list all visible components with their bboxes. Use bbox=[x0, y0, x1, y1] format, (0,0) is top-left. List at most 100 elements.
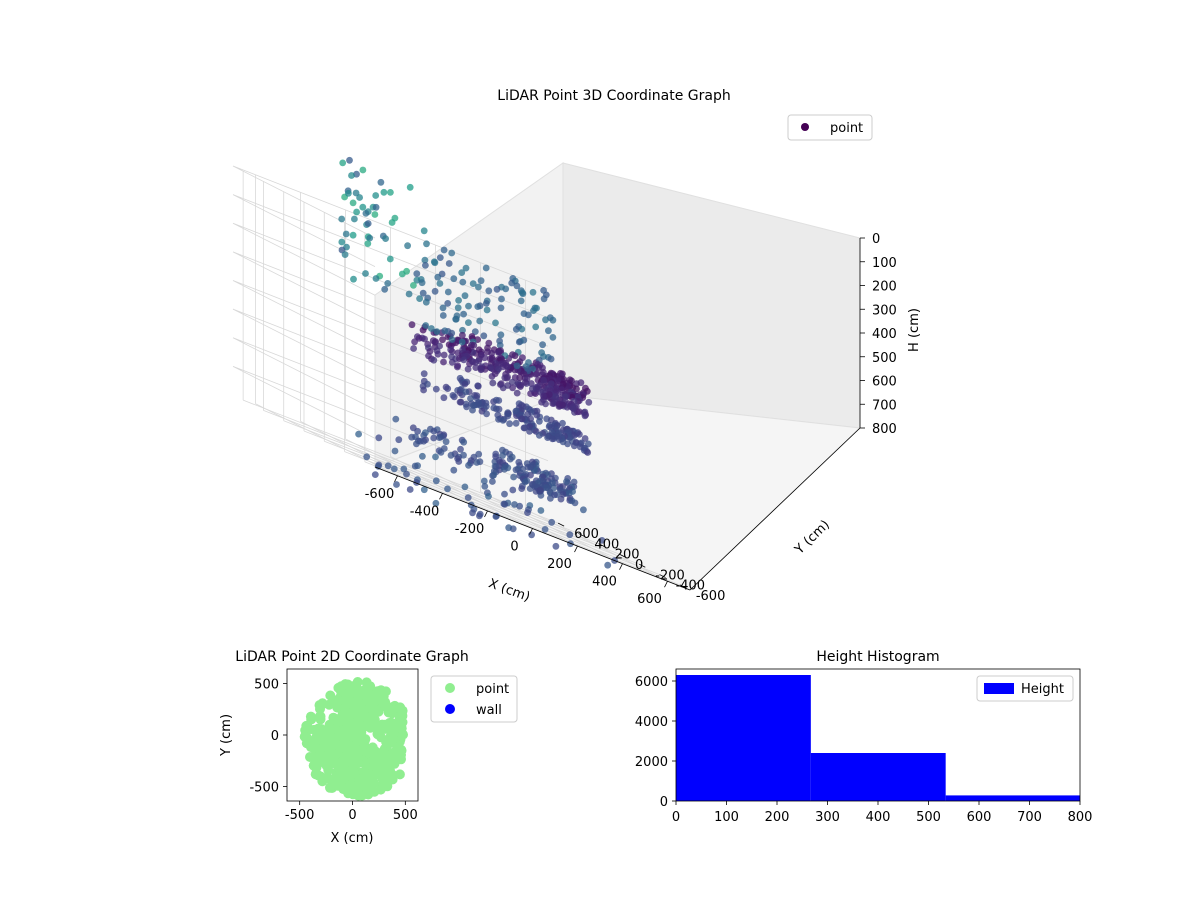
point-3d bbox=[410, 345, 417, 352]
point-3d bbox=[549, 435, 556, 443]
point-3d bbox=[528, 531, 535, 539]
points-3d bbox=[338, 156, 618, 569]
point-3d bbox=[380, 188, 388, 196]
point-3d bbox=[420, 227, 428, 235]
point-2d bbox=[387, 734, 398, 745]
point-3d bbox=[475, 357, 483, 365]
point-3d bbox=[537, 507, 545, 514]
point-3d bbox=[469, 280, 477, 287]
point-2d bbox=[378, 751, 389, 762]
point-3d bbox=[458, 269, 466, 276]
point-3d bbox=[406, 183, 414, 191]
point-3d bbox=[411, 462, 419, 470]
y-tick-label-2d: 500 bbox=[254, 677, 279, 692]
point-3d bbox=[460, 310, 467, 318]
histogram-bar bbox=[676, 675, 811, 801]
point-3d bbox=[473, 459, 481, 466]
point-3d bbox=[477, 277, 485, 285]
point-3d bbox=[355, 430, 362, 438]
y-tick-label-histogram: 6000 bbox=[635, 675, 668, 690]
x-tick-label-histogram: 500 bbox=[916, 810, 941, 825]
point-3d bbox=[485, 493, 492, 500]
x-axis-label-3d: X (cm) bbox=[486, 576, 532, 605]
point-3d bbox=[422, 298, 430, 306]
point-3d bbox=[342, 230, 350, 238]
point-3d bbox=[501, 490, 508, 498]
point-3d bbox=[430, 434, 438, 442]
z-tick-label-3d: 0 bbox=[872, 232, 880, 247]
legend-marker-point bbox=[801, 123, 809, 131]
point-2d bbox=[346, 765, 357, 776]
y-tick-label-histogram: 2000 bbox=[635, 755, 668, 770]
point-3d bbox=[506, 455, 514, 463]
point-3d bbox=[539, 341, 546, 349]
point-3d bbox=[487, 364, 494, 371]
point-3d bbox=[518, 415, 526, 423]
point-3d bbox=[444, 300, 452, 307]
point-3d bbox=[458, 338, 466, 346]
x-tick-label-histogram: 400 bbox=[866, 810, 891, 825]
point-3d bbox=[471, 328, 479, 335]
chart-2d-title: LiDAR Point 2D Coordinate Graph bbox=[235, 649, 468, 665]
point-3d bbox=[440, 246, 448, 254]
point-2d bbox=[343, 783, 354, 794]
point-3d bbox=[416, 295, 423, 302]
x-tick-label-2d: 0 bbox=[348, 808, 356, 823]
y-tick-label-3d: 400 bbox=[594, 537, 619, 552]
point-3d bbox=[482, 264, 490, 272]
chart-3d-title: LiDAR Point 3D Coordinate Graph bbox=[497, 88, 730, 104]
point-3d bbox=[598, 537, 606, 544]
x-tick-label-histogram: 700 bbox=[1017, 810, 1042, 825]
point-3d bbox=[462, 388, 470, 396]
point-3d bbox=[498, 295, 505, 303]
point-3d bbox=[529, 481, 537, 489]
point-2d bbox=[369, 714, 380, 725]
point-3d bbox=[382, 235, 389, 243]
point-3d bbox=[404, 242, 411, 250]
point-3d bbox=[557, 495, 565, 503]
point-3d bbox=[542, 316, 549, 324]
point-3d bbox=[473, 392, 481, 400]
point-3d bbox=[525, 311, 532, 319]
point-3d bbox=[371, 471, 379, 478]
point-2d bbox=[338, 771, 349, 782]
x-tick-label-3d: -200 bbox=[455, 522, 485, 537]
point-3d bbox=[372, 275, 380, 282]
y-axis-label-2d: Y (cm) bbox=[219, 714, 234, 757]
point-2d bbox=[352, 702, 363, 713]
point-3d bbox=[504, 412, 512, 420]
point-3d bbox=[353, 208, 360, 216]
point-3d bbox=[363, 453, 371, 461]
point-3d bbox=[529, 288, 537, 296]
point-3d bbox=[421, 335, 428, 343]
legend-label-point: point bbox=[830, 121, 863, 136]
point-3d bbox=[391, 447, 399, 455]
point-3d bbox=[518, 289, 526, 296]
point-2d bbox=[375, 761, 386, 772]
point-2d bbox=[348, 681, 359, 691]
point-3d bbox=[489, 379, 497, 387]
point-2d bbox=[368, 755, 379, 766]
point-3d bbox=[527, 471, 534, 479]
x-tick-label-histogram: 200 bbox=[765, 810, 790, 825]
point-3d bbox=[423, 240, 430, 248]
legend-label-height: Height bbox=[1021, 682, 1064, 697]
y-tick-label-3d: 600 bbox=[574, 527, 599, 542]
y-axis-line bbox=[689, 427, 861, 591]
z-axis-label-3d: H (cm) bbox=[907, 308, 922, 352]
point-3d bbox=[356, 194, 363, 201]
point-3d bbox=[464, 365, 472, 373]
point-3d bbox=[540, 392, 547, 400]
chart-3d: LiDAR Point 3D Coordinate Graph -600-400… bbox=[232, 88, 922, 607]
point-3d bbox=[444, 485, 451, 493]
point-3d bbox=[392, 415, 400, 423]
point-3d bbox=[465, 319, 472, 326]
point-3d bbox=[381, 285, 389, 293]
point-3d bbox=[469, 509, 476, 517]
point-2d bbox=[397, 709, 408, 720]
point-3d bbox=[431, 287, 439, 295]
point-3d bbox=[362, 210, 370, 217]
point-3d bbox=[527, 463, 534, 471]
point-3d bbox=[501, 500, 509, 508]
